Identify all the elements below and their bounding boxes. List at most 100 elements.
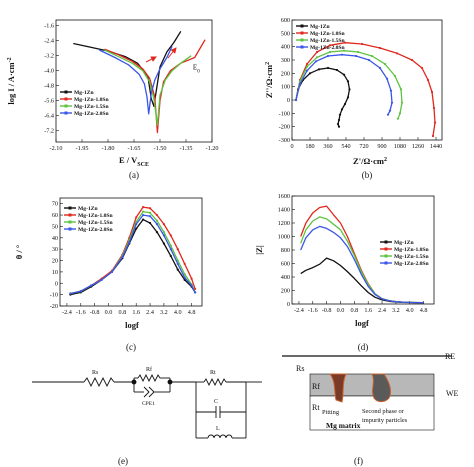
- x-tick-label: -2.10: [50, 145, 63, 152]
- panel-label-f: (f): [354, 456, 363, 466]
- y-tick-label: 0: [287, 97, 290, 104]
- y-tick-label: -4.0: [44, 68, 54, 75]
- x-tick-label: 1.6: [364, 307, 372, 314]
- data-point: [343, 41, 347, 44]
- legend: Mg-1ZnMg-1Zn-1.0SnMg-1Zn-1.5SnMg-1Zn-2.0…: [60, 90, 110, 117]
- x-tick-label: -1.95: [76, 145, 89, 152]
- schematic-label-rs: Rs: [296, 364, 304, 373]
- data-point: [155, 223, 159, 226]
- y-tick-label: 1000: [278, 234, 290, 241]
- circuit-labels: Rs Rf CPE1 Rt C L (e): [92, 366, 220, 466]
- x-axis-label: E / VSCE: [119, 155, 149, 168]
- data-point: [305, 62, 309, 66]
- data-point: [354, 54, 358, 58]
- series-line-2: [104, 49, 192, 126]
- x-tick-label: -2.4: [62, 309, 72, 316]
- data-point: [396, 117, 400, 120]
- y-tick-label: 50: [52, 223, 58, 230]
- legend-marker: [384, 254, 388, 258]
- data-point: [326, 66, 330, 70]
- legend-label: Mg-1Zn-1.5Sn: [74, 104, 110, 110]
- x-tick-label: 4.0: [174, 309, 182, 316]
- data-point: [183, 276, 186, 279]
- data-point: [378, 66, 382, 70]
- data-point: [135, 227, 138, 230]
- plot-frame: [55, 19, 213, 143]
- data-point: [336, 122, 340, 126]
- data-point: [386, 113, 390, 116]
- cpe-element: [143, 386, 155, 398]
- legend-marker: [64, 90, 68, 94]
- y-tick-label: 800: [281, 247, 290, 254]
- series-line-3: [300, 225, 424, 304]
- annotation-e0: E0: [193, 64, 200, 75]
- legend-label: Mg-1Zn-1.5Sn: [78, 220, 114, 226]
- data-point: [342, 49, 346, 52]
- x-tick-label: 2.4: [378, 307, 386, 314]
- data-point: [162, 231, 166, 234]
- data-point: [342, 73, 346, 76]
- y-tick-label: -7.2: [44, 128, 54, 135]
- data-point: [360, 42, 364, 46]
- schematic-label-matrix: Mg matrix: [326, 421, 361, 430]
- data-point: [338, 113, 342, 116]
- data-point: [169, 234, 172, 237]
- y-tick-label: -100: [279, 110, 290, 117]
- x-tick-label: 4.8: [420, 307, 428, 314]
- x-tick-label: 1440: [430, 143, 442, 150]
- data-point: [328, 50, 332, 54]
- y-tick-label: -1.6: [44, 23, 54, 30]
- x-axis-label-sub: SCE: [137, 162, 149, 168]
- equivalent-circuit: [32, 373, 262, 439]
- x-tick-label: -1.6: [76, 309, 86, 316]
- circuit-label-c: C: [214, 399, 218, 405]
- data-point: [348, 88, 351, 91]
- data-point: [340, 108, 344, 111]
- x-tick-label: -1.80: [102, 145, 115, 152]
- y-tick-label: -200: [279, 124, 290, 131]
- data-point: [315, 50, 319, 54]
- legend-marker: [68, 206, 72, 210]
- data-point: [308, 72, 312, 75]
- data-point: [183, 262, 186, 266]
- legend-label: Mg-1Zn: [74, 90, 94, 96]
- data-point: [193, 291, 197, 294]
- panel-label: (a): [129, 170, 139, 180]
- data-point: [426, 78, 430, 82]
- pitting-region: [329, 373, 347, 403]
- data-point: [367, 58, 371, 62]
- legend-marker: [300, 45, 304, 49]
- x-tick-label: 1.6: [132, 309, 140, 316]
- data-point: [135, 223, 138, 226]
- second-phase-particle: [371, 373, 391, 403]
- data-point: [430, 90, 434, 94]
- inductor-l: [207, 434, 233, 439]
- y-tick-label: 400: [281, 44, 290, 51]
- data-point: [90, 284, 93, 287]
- x-tick-label: -1.35: [180, 145, 193, 152]
- legend-marker: [64, 97, 68, 101]
- panel-label: (b): [362, 170, 373, 180]
- data-point: [400, 101, 404, 104]
- schematic-label-second-phase-1: Second phase or: [362, 408, 405, 415]
- data-point: [162, 223, 166, 226]
- data-point: [343, 102, 347, 106]
- y-tick-label: -300: [279, 137, 290, 144]
- legend-label: Mg-1Zn-2.0Sn: [394, 261, 430, 267]
- schematic-label-pitting: Pitting: [322, 409, 340, 416]
- schematic-label-second-phase-2: impurity particles: [362, 417, 408, 424]
- data-point: [148, 211, 152, 214]
- legend-marker: [68, 213, 72, 217]
- data-point: [328, 44, 332, 47]
- data-point: [176, 262, 179, 266]
- data-point: [142, 210, 145, 213]
- legend-marker: [68, 227, 72, 231]
- y-axis-label-sup: 2: [265, 62, 271, 65]
- legend-label: Mg-1Zn-1.0Sn: [310, 31, 346, 37]
- data-point: [294, 98, 298, 102]
- legend-label: Mg-1Zn: [78, 206, 98, 212]
- y-tick-label: 1200: [278, 220, 290, 227]
- circuit-label-rs: Rs: [92, 370, 99, 376]
- legend-label: Mg-1Zn-2.0Sn: [74, 111, 110, 117]
- circuit-label-rt: Rt: [210, 370, 216, 376]
